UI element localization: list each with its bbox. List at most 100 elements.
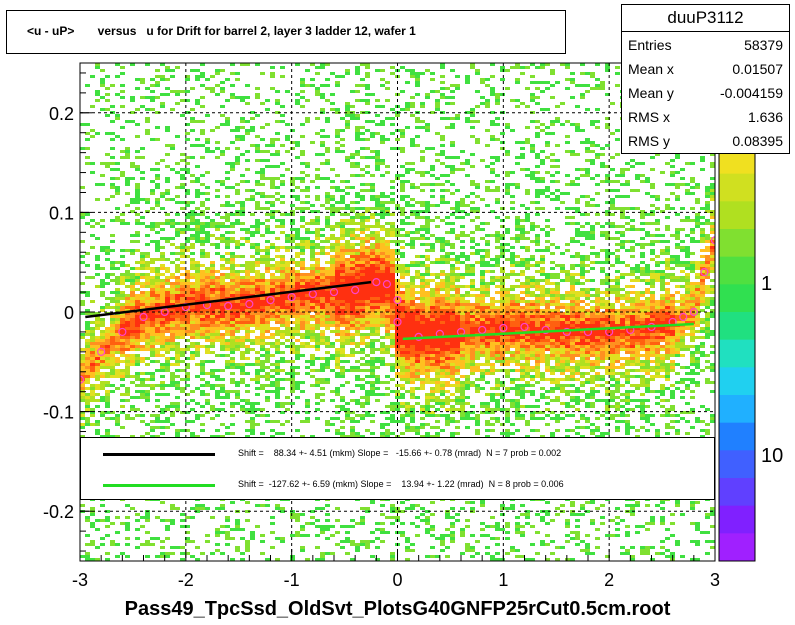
- heat-cell: [110, 543, 115, 546]
- heat-cell: [365, 315, 370, 318]
- heat-cell: [360, 516, 365, 519]
- heat-cell: [405, 222, 410, 225]
- heat-cell: [165, 357, 170, 360]
- heat-cell: [285, 273, 290, 276]
- heat-cell: [315, 345, 320, 348]
- heat-cell: [425, 528, 430, 531]
- heat-cell: [360, 333, 365, 336]
- heat-cell: [430, 72, 435, 75]
- heat-cell: [250, 429, 255, 432]
- heat-cell: [365, 354, 370, 357]
- heat-cell: [385, 411, 390, 414]
- heat-cell: [420, 126, 425, 129]
- heat-cell: [210, 222, 215, 225]
- heat-cell: [305, 399, 310, 402]
- heat-cell: [320, 294, 325, 297]
- heat-cell: [295, 273, 300, 276]
- heat-cell: [410, 246, 415, 249]
- heat-cell: [85, 372, 90, 375]
- heat-cell: [200, 369, 205, 372]
- heat-cell: [410, 312, 415, 315]
- heat-cell: [90, 135, 95, 138]
- heat-cell: [335, 297, 340, 300]
- heat-cell: [130, 294, 135, 297]
- heat-cell: [185, 294, 190, 297]
- heat-cell: [425, 264, 430, 267]
- heat-cell: [155, 297, 160, 300]
- heat-cell: [410, 138, 415, 141]
- heat-cell: [155, 84, 160, 87]
- heat-cell: [220, 306, 225, 309]
- heat-cell: [385, 303, 390, 306]
- heat-cell: [105, 306, 110, 309]
- heat-cell: [380, 195, 385, 198]
- heat-cell: [205, 507, 210, 510]
- heat-cell: [400, 219, 405, 222]
- heat-cell: [310, 375, 315, 378]
- heat-cell: [175, 405, 180, 408]
- heat-cell: [225, 117, 230, 120]
- heat-cell: [165, 339, 170, 342]
- heat-cell: [330, 258, 335, 261]
- heat-cell: [275, 285, 280, 288]
- heat-cell: [390, 405, 395, 408]
- heat-cell: [270, 303, 275, 306]
- heat-cell: [325, 351, 330, 354]
- heat-cell: [195, 402, 200, 405]
- heat-cell: [360, 273, 365, 276]
- heat-cell: [345, 240, 350, 243]
- heat-cell: [215, 222, 220, 225]
- heat-cell: [250, 318, 255, 321]
- heat-cell: [315, 339, 320, 342]
- heat-cell: [355, 222, 360, 225]
- heat-cell: [220, 288, 225, 291]
- heat-cell: [190, 144, 195, 147]
- heat-cell: [160, 192, 165, 195]
- heat-cell: [365, 396, 370, 399]
- heat-cell: [130, 63, 135, 66]
- heat-cell: [140, 330, 145, 333]
- heat-cell: [175, 381, 180, 384]
- heat-cell: [100, 543, 105, 546]
- heat-cell: [360, 168, 365, 171]
- heat-cell: [335, 324, 340, 327]
- heat-cell: [340, 426, 345, 429]
- heat-cell: [125, 537, 130, 540]
- heat-cell: [185, 339, 190, 342]
- heat-cell: [430, 147, 435, 150]
- heat-cell: [145, 432, 150, 435]
- heat-cell: [350, 366, 355, 369]
- heat-cell: [120, 279, 125, 282]
- heat-cell: [400, 360, 405, 363]
- heat-cell: [175, 363, 180, 366]
- heat-cell: [170, 69, 175, 72]
- heat-cell: [120, 315, 125, 318]
- heat-cell: [330, 303, 335, 306]
- heat-cell: [425, 408, 430, 411]
- heat-cell: [320, 528, 325, 531]
- heat-cell: [415, 351, 420, 354]
- heat-cell: [215, 189, 220, 192]
- heat-cell: [355, 264, 360, 267]
- heat-cell: [320, 249, 325, 252]
- heat-cell: [145, 345, 150, 348]
- heat-cell: [410, 354, 415, 357]
- heat-cell: [285, 264, 290, 267]
- heat-cell: [320, 204, 325, 207]
- heat-cell: [315, 519, 320, 522]
- heat-cell: [110, 366, 115, 369]
- heat-cell: [215, 276, 220, 279]
- heat-cell: [355, 324, 360, 327]
- heat-cell: [120, 399, 125, 402]
- heat-cell: [395, 408, 400, 411]
- heat-cell: [160, 426, 165, 429]
- heat-cell: [175, 279, 180, 282]
- heat-cell: [230, 558, 235, 561]
- heat-cell: [355, 432, 360, 435]
- heat-cell: [315, 297, 320, 300]
- heat-cell: [300, 285, 305, 288]
- heat-cell: [305, 117, 310, 120]
- heat-cell: [390, 414, 395, 417]
- heat-cell: [185, 255, 190, 258]
- heat-cell: [350, 342, 355, 345]
